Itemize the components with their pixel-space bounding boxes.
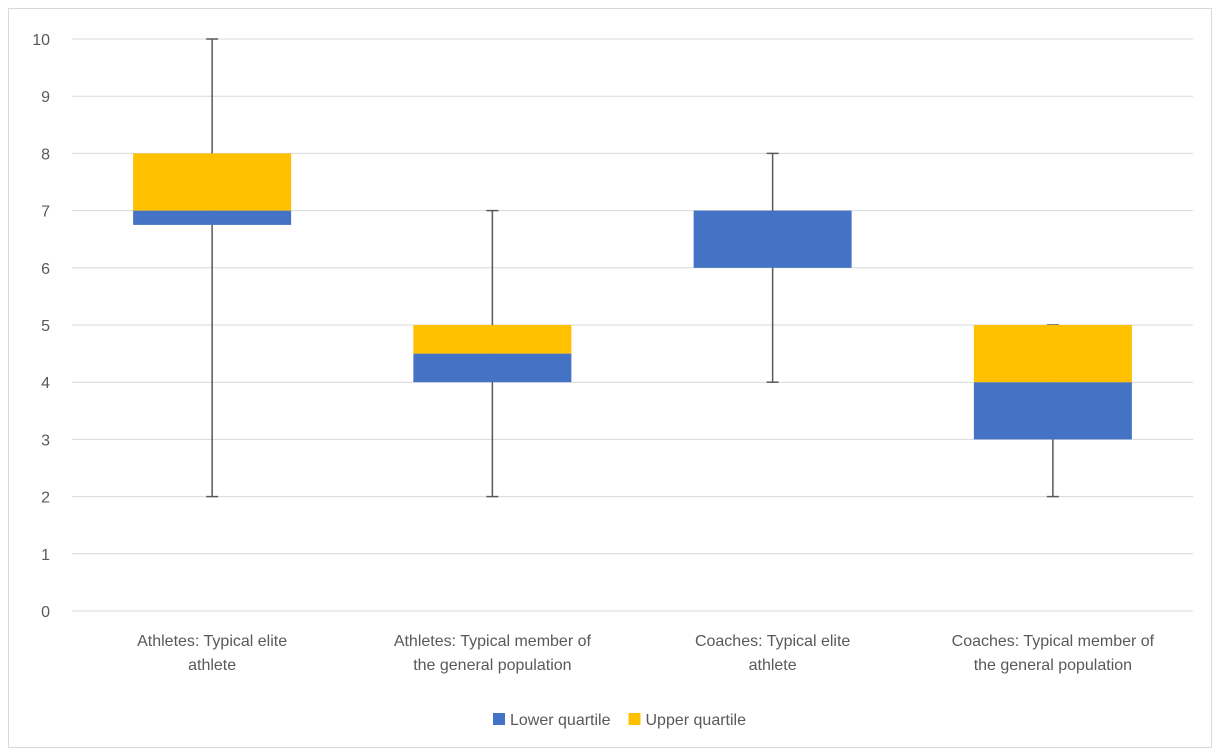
y-tick-label: 1 <box>41 547 50 564</box>
category-label-1: athlete <box>188 657 236 674</box>
upper-quartile-box-4 <box>973 325 1132 383</box>
y-tick-label: 9 <box>41 89 50 106</box>
y-tick-label: 10 <box>32 32 50 49</box>
lower-quartile-box-1 <box>133 210 292 225</box>
y-tick-label: 6 <box>41 261 50 278</box>
y-tick-label: 4 <box>41 375 50 392</box>
lower-quartile-box-2 <box>413 353 572 383</box>
y-tick-label: 2 <box>41 490 50 507</box>
category-label-2: Athletes: Typical member of <box>394 633 592 650</box>
category-label-2: the general population <box>413 657 571 674</box>
y-tick-label: 5 <box>41 318 50 335</box>
y-axis-ticks: 0 1 2 3 4 5 6 7 8 9 10 <box>32 32 50 621</box>
y-tick-label: 0 <box>41 604 50 621</box>
lower-quartile-box-4 <box>973 382 1132 440</box>
upper-quartile-box-1 <box>133 153 292 211</box>
legend-label-2: Upper quartile <box>646 712 747 729</box>
y-tick-label: 8 <box>41 146 50 163</box>
y-tick-label: 7 <box>41 204 50 221</box>
category-label-4: Coaches: Typical member of <box>952 633 1155 650</box>
legend-label-1: Lower quartile <box>510 712 611 729</box>
y-tick-label: 3 <box>41 432 50 449</box>
upper-quartile-box-2 <box>413 325 572 354</box>
legend-swatch-2 <box>628 713 641 725</box>
category-label-3: Coaches: Typical elite <box>695 633 850 650</box>
legend: Lower quartile Upper quartile <box>493 712 746 729</box>
lower-quartile-box-3 <box>693 210 852 268</box>
category-label-3: athlete <box>749 657 797 674</box>
legend-swatch-1 <box>493 713 505 725</box>
x-axis-categories: Athletes: Typical elite athlete Athletes: … <box>137 633 1155 674</box>
boxes <box>133 153 1132 440</box>
category-label-4: the general population <box>974 657 1132 674</box>
category-label-1: Athletes: Typical elite <box>137 633 287 650</box>
